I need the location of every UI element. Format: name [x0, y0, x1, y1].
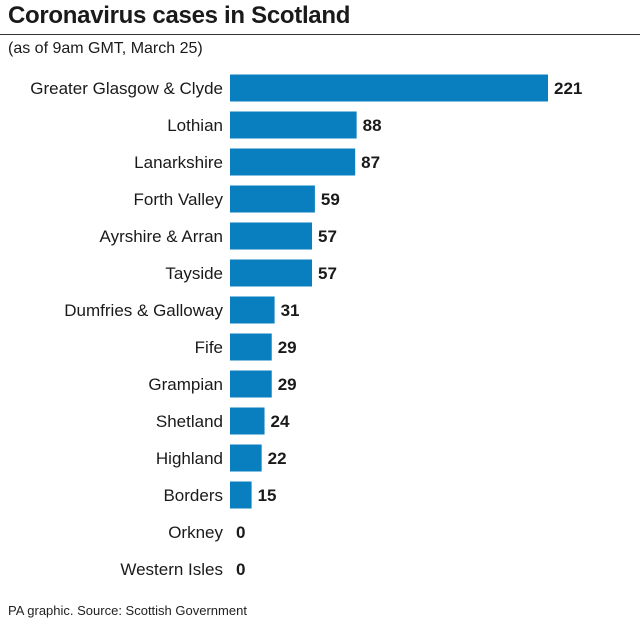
bar-row: Borders 15	[163, 481, 277, 509]
title-divider	[0, 34, 640, 35]
value-label: 87	[361, 153, 380, 172]
value-label: 0	[236, 560, 245, 579]
category-label: Tayside	[165, 264, 223, 283]
bar	[230, 185, 315, 213]
bar-row: Lanarkshire 87	[134, 148, 380, 176]
value-label: 57	[318, 227, 337, 246]
bar	[230, 259, 313, 287]
value-label: 29	[278, 338, 297, 357]
bar-row: Shetland 24	[156, 407, 290, 435]
category-label: Forth Valley	[134, 190, 224, 209]
value-label: 22	[268, 449, 287, 468]
value-label: 24	[271, 412, 290, 431]
category-label: Grampian	[148, 375, 223, 394]
bar-row: Grampian 29	[148, 370, 297, 398]
bar	[230, 370, 272, 398]
value-label: 0	[236, 523, 245, 542]
value-label: 57	[318, 264, 337, 283]
bar-row: Lothian 88	[167, 111, 382, 139]
bar-chart: Greater Glasgow & Clyde 221 Lothian 88 Lanar…	[30, 74, 582, 579]
value-label: 221	[554, 79, 582, 98]
category-label: Greater Glasgow & Clyde	[30, 79, 223, 98]
category-label: Lothian	[167, 116, 223, 135]
bar-row: Orkney 0	[168, 523, 245, 542]
category-label: Orkney	[168, 523, 223, 542]
bar	[230, 444, 262, 472]
bar	[230, 296, 275, 324]
category-label: Dumfries & Galloway	[64, 301, 223, 320]
category-label: Ayrshire & Arran	[100, 227, 223, 246]
bar	[230, 407, 265, 435]
bar-row: Highland 22	[156, 444, 287, 472]
value-label: 15	[258, 486, 277, 505]
category-label: Highland	[156, 449, 223, 468]
bar-row: Fife 29	[195, 333, 297, 361]
bar-row: Ayrshire & Arran 57	[100, 222, 337, 250]
source-footnote: PA graphic. Source: Scottish Government	[8, 603, 247, 618]
category-label: Western Isles	[120, 560, 223, 579]
category-label: Lanarkshire	[134, 153, 223, 172]
bar-row: Dumfries & Galloway 31	[64, 296, 300, 324]
bar	[230, 481, 252, 509]
category-label: Borders	[163, 486, 223, 505]
bar	[230, 111, 357, 139]
bar	[230, 333, 272, 361]
bar-row: Western Isles 0	[120, 560, 245, 579]
bar-row: Tayside 57	[165, 259, 337, 287]
value-label: 59	[321, 190, 340, 209]
value-label: 31	[281, 301, 300, 320]
bar-row: Forth Valley 59	[134, 185, 340, 213]
bar-row: Greater Glasgow & Clyde 221	[30, 74, 582, 102]
value-label: 29	[278, 375, 297, 394]
value-label: 88	[363, 116, 382, 135]
category-label: Shetland	[156, 412, 223, 431]
bar	[230, 222, 313, 250]
bar	[230, 74, 548, 102]
bar	[230, 148, 356, 176]
category-label: Fife	[195, 338, 223, 357]
chart-subtitle: (as of 9am GMT, March 25)	[8, 40, 203, 57]
chart-title: Coronavirus cases in Scotland	[8, 2, 351, 29]
